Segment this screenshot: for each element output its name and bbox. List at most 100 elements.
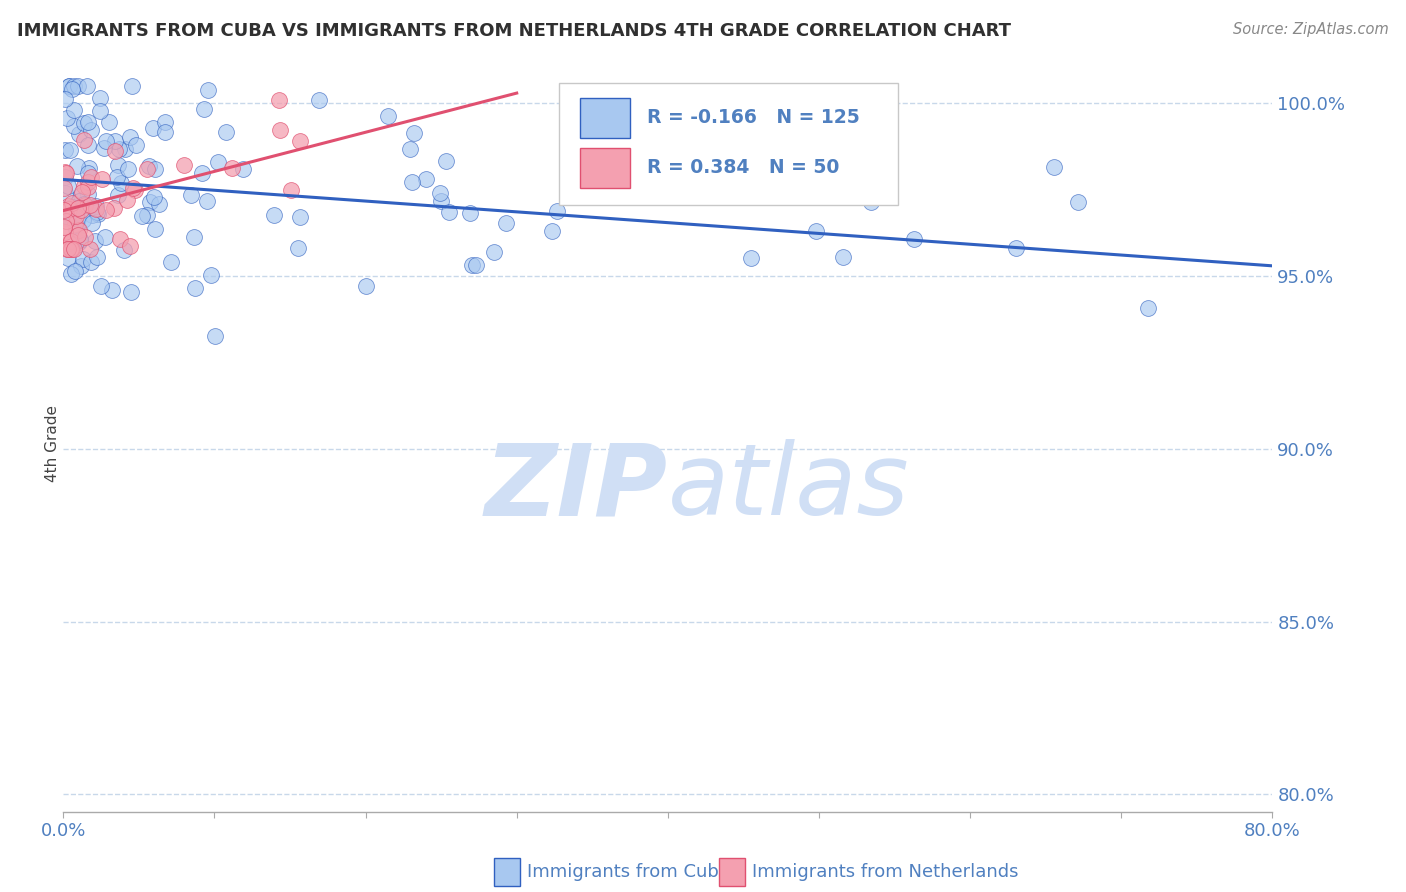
Point	[86, 205, 108, 219]
Point	[53, 219, 76, 234]
Point	[131, 209, 153, 223]
Point	[59, 208, 82, 222]
Point	[190, 166, 212, 180]
Point	[859, 195, 882, 210]
Point	[55, 166, 77, 180]
Point	[97, 115, 120, 129]
Point	[65, 209, 87, 223]
Point	[53, 165, 76, 179]
Text: atlas: atlas	[668, 440, 910, 536]
Point	[53, 225, 76, 239]
Point	[65, 264, 87, 278]
Point	[53, 211, 76, 225]
Point	[740, 251, 762, 265]
Point	[221, 161, 243, 176]
Point	[73, 197, 96, 211]
Point	[482, 244, 505, 259]
Point	[58, 251, 80, 265]
Point	[55, 209, 77, 223]
Point	[72, 213, 94, 227]
Point	[115, 194, 138, 208]
Point	[66, 211, 89, 226]
Point	[67, 127, 90, 141]
Point	[138, 159, 160, 173]
Point	[269, 93, 291, 107]
Point	[76, 115, 98, 129]
Point	[139, 195, 162, 210]
Point	[55, 111, 77, 125]
Point	[280, 183, 302, 197]
Point	[155, 114, 177, 128]
Point	[148, 196, 170, 211]
Point	[79, 255, 101, 269]
Point	[204, 329, 226, 343]
Point	[232, 161, 254, 176]
Point	[118, 239, 141, 253]
Point	[89, 104, 111, 119]
Point	[401, 175, 423, 189]
Point	[56, 178, 79, 193]
Point	[55, 242, 77, 256]
Point	[66, 159, 89, 173]
Y-axis label: 4th Grade: 4th Grade	[45, 405, 59, 483]
Point	[124, 137, 146, 152]
Point	[83, 235, 105, 249]
Point	[107, 187, 129, 202]
Point	[86, 250, 108, 264]
Point	[121, 181, 143, 195]
Point	[108, 142, 131, 156]
Point	[540, 224, 562, 238]
Point	[62, 103, 84, 117]
Point	[72, 185, 94, 199]
Point	[402, 126, 425, 140]
Point	[183, 229, 205, 244]
Text: Immigrants from Cuba: Immigrants from Cuba	[527, 863, 730, 881]
Point	[197, 83, 219, 97]
Point	[73, 230, 96, 244]
Point	[288, 134, 311, 148]
Point	[103, 201, 125, 215]
Point	[79, 242, 101, 256]
Point	[73, 178, 96, 193]
Point	[546, 204, 568, 219]
Point	[143, 162, 166, 177]
Point	[1043, 161, 1066, 175]
FancyBboxPatch shape	[579, 147, 630, 188]
Point	[290, 210, 312, 224]
Point	[60, 242, 83, 256]
Point	[58, 236, 80, 251]
FancyBboxPatch shape	[579, 97, 630, 138]
Point	[105, 170, 128, 185]
Point	[76, 175, 98, 189]
Point	[429, 186, 451, 200]
Point	[70, 203, 93, 218]
Point	[65, 221, 87, 235]
Point	[415, 172, 437, 186]
Point	[903, 232, 925, 246]
Point	[104, 134, 127, 148]
Point	[143, 190, 166, 204]
Point	[72, 252, 94, 267]
Point	[67, 223, 90, 237]
Point	[464, 258, 486, 272]
Point	[60, 81, 83, 95]
Point	[495, 216, 517, 230]
Point	[308, 93, 330, 107]
Point	[56, 199, 79, 213]
Point	[63, 120, 86, 134]
Point	[287, 241, 309, 255]
Point	[80, 123, 103, 137]
Point	[77, 166, 100, 180]
Point	[117, 162, 139, 177]
Point	[69, 233, 91, 247]
Text: ZIP: ZIP	[485, 440, 668, 536]
Point	[59, 267, 82, 281]
Point	[53, 170, 76, 185]
Point	[58, 79, 80, 94]
Point	[76, 79, 98, 94]
Point	[56, 242, 79, 256]
Point	[180, 188, 202, 202]
Point	[86, 202, 108, 216]
Point	[142, 121, 165, 136]
Point	[136, 208, 159, 222]
